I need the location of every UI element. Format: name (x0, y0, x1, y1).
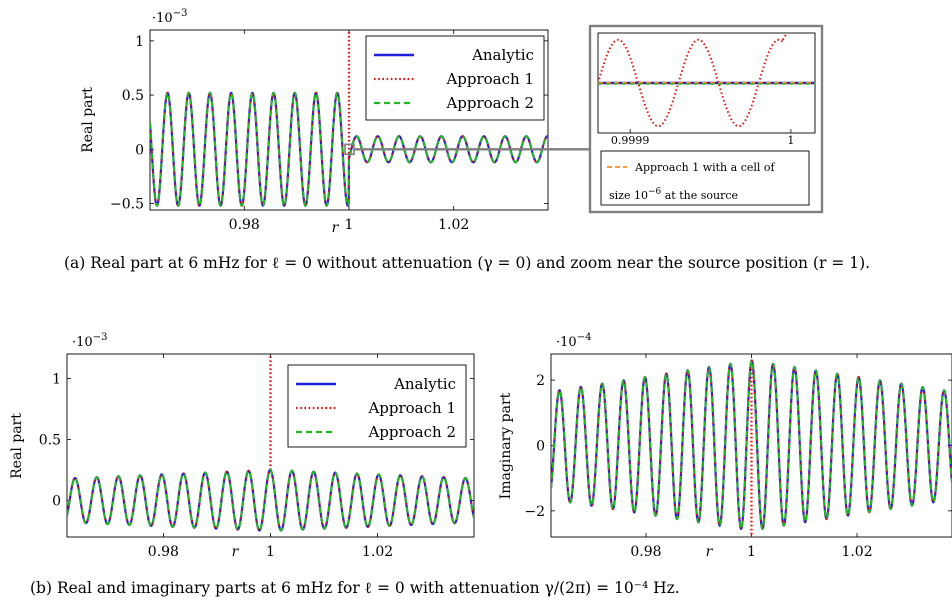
x-tick-label: 1 (266, 544, 275, 560)
x-tick-label: 0.98 (630, 544, 661, 560)
legend-label-2: Approach 2 (367, 423, 456, 441)
chart-a-main: 0.98 1 1.02 −0.5 0 0.5 1 ·10−3 r Real part Analyti… (80, 8, 590, 236)
x-tick-label: 1.02 (438, 217, 469, 233)
chart-b-imag: 0.98 1 1.02 −2 0 2 ·10−4 r Imaginary part (498, 332, 952, 560)
x-axis-label: r (332, 220, 340, 236)
zoom-legend-label-line2: size 10−6 at the source (609, 187, 738, 202)
legend-label-1: Approach 1 (445, 70, 534, 88)
series-approach2 (551, 359, 952, 531)
y-multiplier: ·10−3 (72, 332, 107, 350)
y-tick-label: 1 (135, 34, 144, 50)
x-tick-label: 1.02 (841, 544, 872, 560)
zoom-x-tick-label: 1 (787, 134, 794, 147)
y-tick-label: 0 (536, 439, 545, 455)
legend-label-0: Analytic (393, 375, 456, 393)
figure: 0.98 1 1.02 −0.5 0 0.5 1 ·10−3 r Real part Analyti… (9, 8, 952, 560)
series-approach2 (150, 91, 548, 207)
y-tick-label: 0 (135, 142, 144, 158)
series-group (150, 30, 548, 207)
series-approach2 (67, 468, 474, 532)
y-tick-label: −0.5 (110, 196, 144, 212)
legend: Analytic Approach 1 Approach 2 (287, 364, 467, 448)
caption-a: (a) Real part at 6 mHz for ℓ = 0 without… (64, 254, 871, 272)
zoom-x-tick-label: 0.9999 (611, 134, 650, 147)
x-tick-label: 1.02 (362, 544, 393, 560)
y-tick-label: −2 (524, 504, 545, 520)
y-multiplier: ·10−4 (556, 332, 591, 350)
legend-box (287, 364, 467, 448)
x-axis-label: r (706, 544, 714, 560)
x-tick-label: 1 (345, 217, 354, 233)
chart-b-real: 0.98 1 1.02 0 0.5 1 ·10−3 r Real part Analytic App… (9, 332, 475, 560)
zoom-legend-box (600, 150, 810, 206)
y-tick-label: 0.5 (39, 432, 61, 448)
y-tick-label: 2 (536, 373, 545, 389)
zoom-series-approach1 (598, 33, 789, 128)
caption-b: (b) Real and imaginary parts at 6 mHz fo… (30, 579, 680, 597)
legend-label-0: Analytic (471, 46, 534, 64)
y-tick-label: 0.5 (122, 88, 144, 104)
y-tick-label: 1 (52, 371, 61, 387)
legend: Analytic Approach 1 Approach 2 (365, 35, 545, 121)
x-tick-label: 0.98 (229, 217, 260, 233)
y-multiplier: ·10−3 (152, 8, 187, 26)
series-group (551, 359, 952, 537)
y-axis-label: Imaginary part (498, 392, 514, 499)
y-tick-label: 0 (52, 493, 61, 509)
y-axis-label: Real part (9, 413, 25, 479)
x-tick-label: 1 (747, 544, 756, 560)
legend-label-2: Approach 2 (445, 94, 534, 112)
legend-label-1: Approach 1 (367, 399, 456, 417)
series-group (67, 354, 474, 532)
x-tick-label: 0.98 (148, 544, 179, 560)
zoom-series-group (598, 33, 815, 128)
chart-a-zoom: 0.9999 1 Approach 1 with a cell of size 10−… (588, 24, 824, 214)
x-axis-label: r (232, 544, 240, 560)
zoom-legend-label-line1: Approach 1 with a cell of (634, 161, 776, 174)
y-axis-label: Real part (80, 87, 96, 153)
